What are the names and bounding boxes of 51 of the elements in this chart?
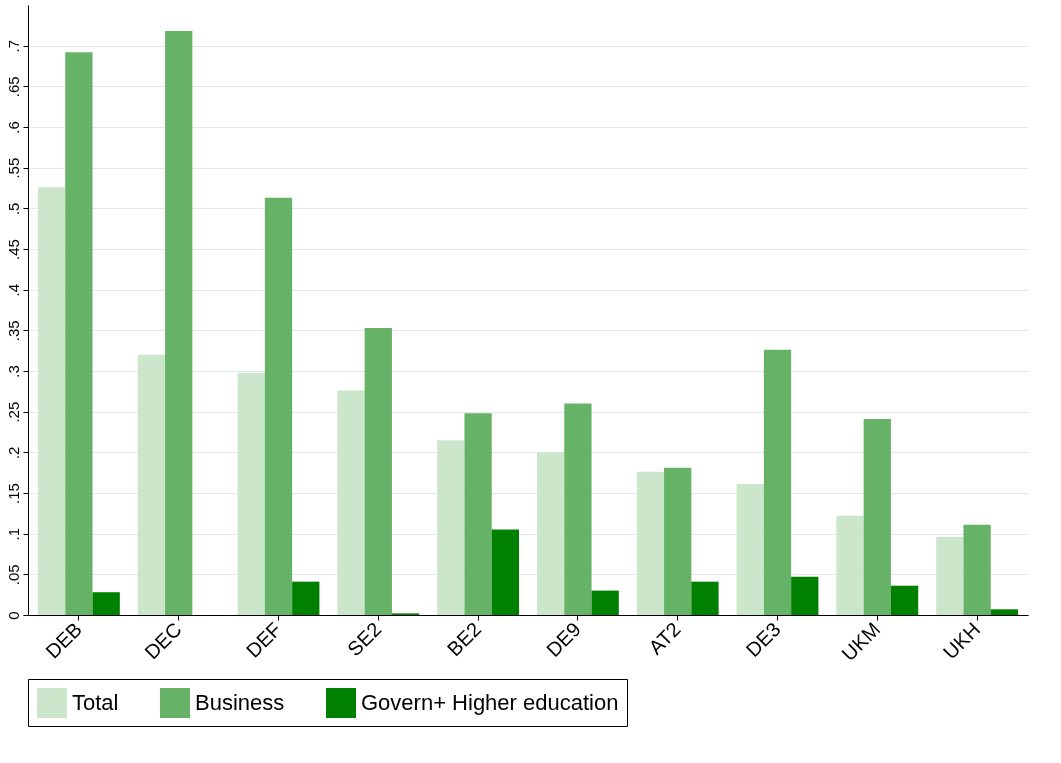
y-tick-label: .05 — [4, 564, 22, 586]
y-tick-label: .4 — [4, 283, 22, 297]
bar — [165, 31, 193, 615]
bar — [491, 529, 520, 615]
y-tick-label: .6 — [4, 121, 22, 134]
bar — [963, 524, 991, 615]
bar — [936, 536, 964, 615]
bar — [636, 471, 665, 615]
y-tick-label: .25 — [4, 401, 22, 423]
bar — [237, 372, 265, 615]
bar — [990, 609, 1019, 615]
bar — [337, 390, 365, 615]
bar — [37, 187, 66, 615]
y-tick-label: .5 — [4, 202, 22, 216]
legend-label: Business — [195, 690, 285, 715]
legend-label: Govern+ Higher education — [361, 690, 619, 715]
x-tick-label: SE2 — [343, 618, 386, 661]
x-tick-label: DE9 — [541, 618, 585, 662]
y-tick-label: .3 — [4, 365, 22, 378]
x-tick-label: DE3 — [741, 618, 785, 662]
y-tick-label: 0 — [4, 611, 22, 620]
bar — [264, 197, 293, 615]
x-tick-label: AT2 — [644, 618, 685, 659]
bar — [364, 327, 392, 615]
y-tick-label: .45 — [4, 239, 22, 260]
bar — [92, 592, 120, 615]
bar — [691, 581, 719, 615]
bar — [863, 418, 891, 615]
bar — [736, 484, 764, 615]
y-tick-label: .55 — [4, 157, 22, 179]
bar — [437, 440, 465, 615]
bar — [564, 403, 592, 615]
y-tick-label: .15 — [4, 483, 22, 504]
y-tick-label: .65 — [4, 76, 22, 98]
y-tick-label: .7 — [4, 39, 22, 53]
bar — [464, 413, 492, 615]
x-tick-label: BE2 — [442, 618, 486, 661]
y-tick-label: .35 — [4, 320, 22, 342]
bar — [763, 349, 792, 615]
legend-label: Total — [72, 690, 119, 715]
bar — [591, 590, 619, 615]
bar — [664, 467, 692, 615]
bar — [65, 52, 93, 615]
bar — [890, 585, 919, 615]
bar — [836, 515, 864, 615]
y-tick-label: .2 — [4, 446, 22, 460]
bar — [791, 576, 819, 615]
bar — [536, 452, 565, 615]
bar — [137, 354, 166, 615]
bar — [292, 581, 320, 615]
y-tick-label: .1 — [4, 527, 22, 541]
